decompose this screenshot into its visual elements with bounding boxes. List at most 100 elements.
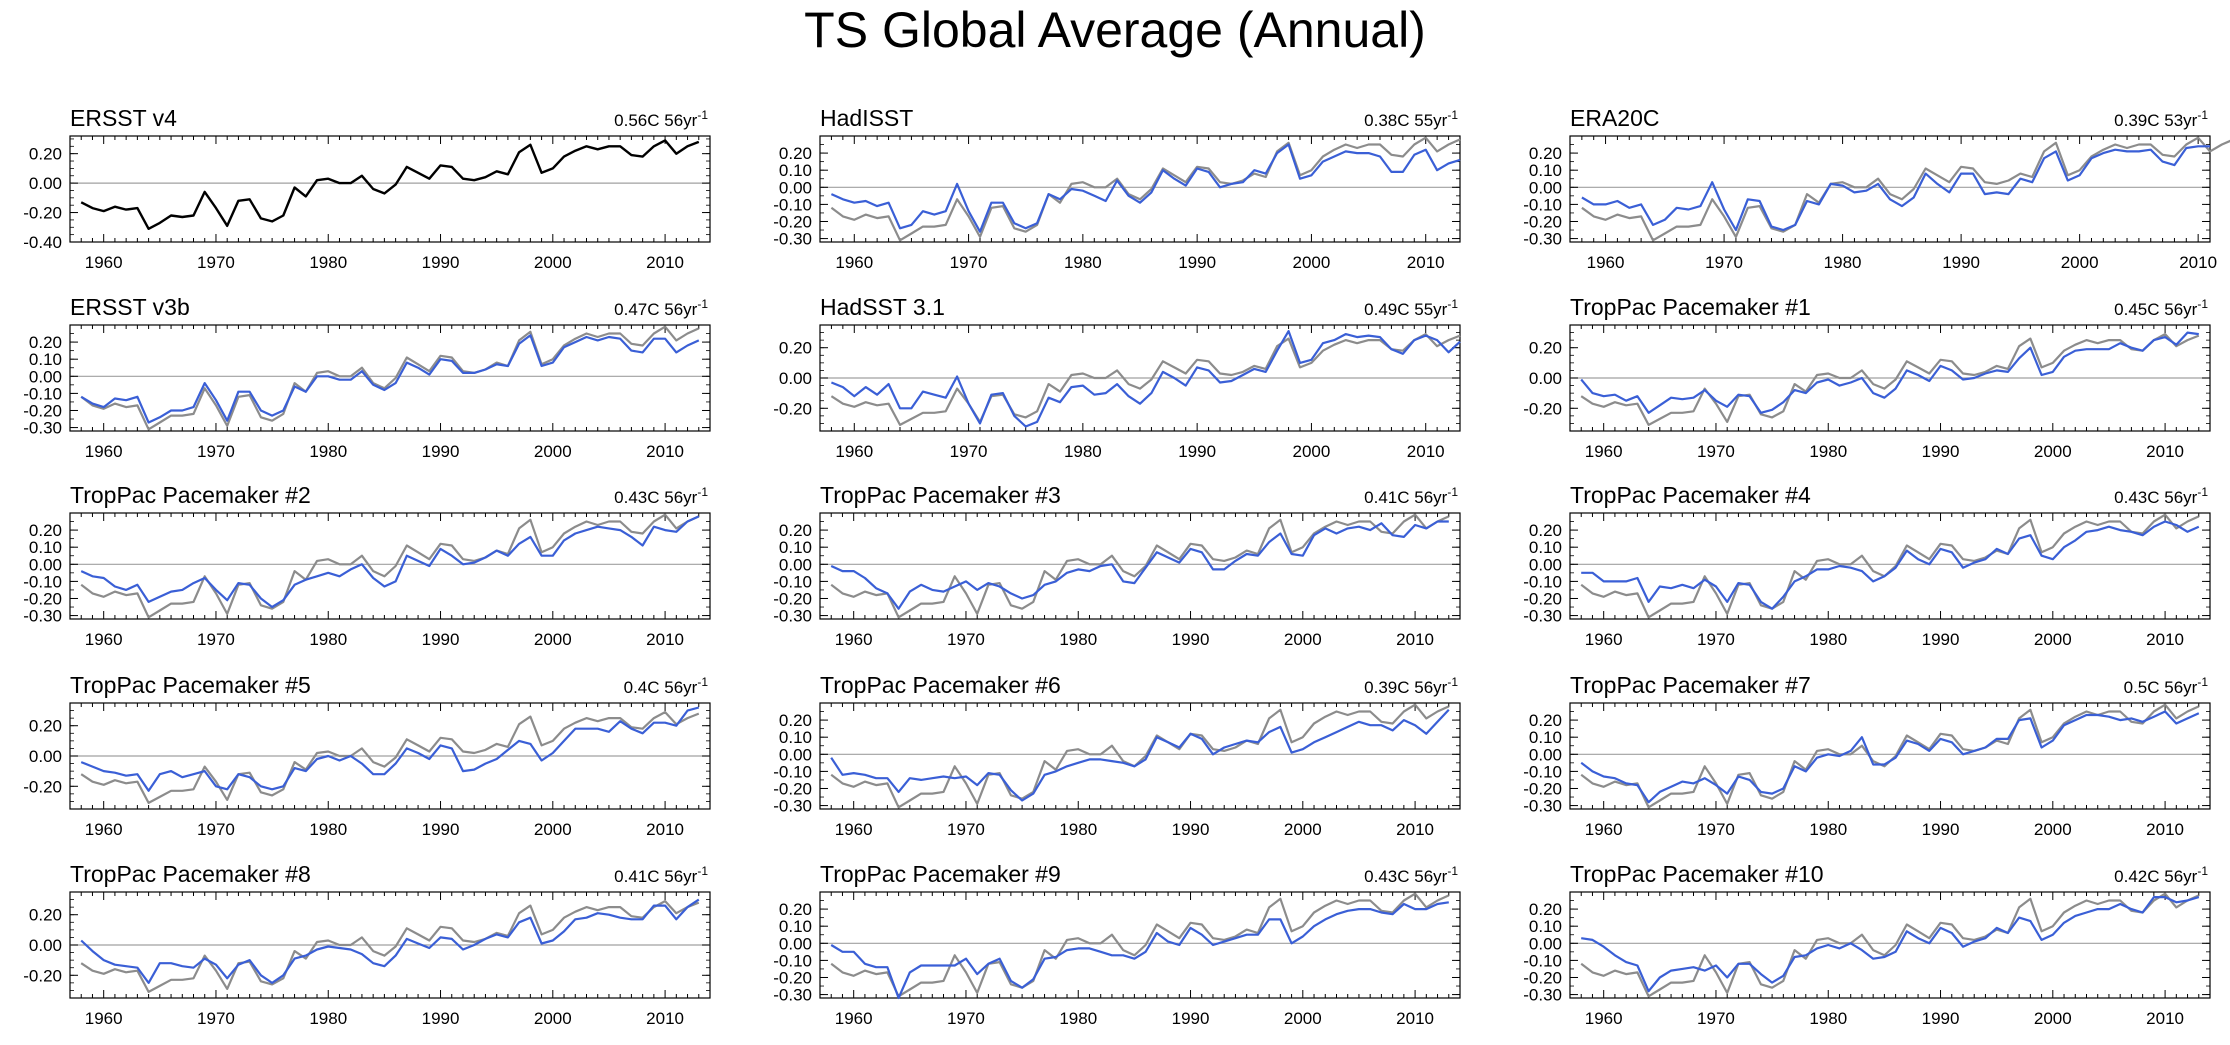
x-tick-label: 2000 — [2034, 442, 2072, 461]
panel-title: TropPac Pacemaker #1 — [1570, 294, 1811, 320]
x-tick-label: 1960 — [1585, 630, 1623, 649]
y-tick-label: 0.20 — [779, 144, 812, 163]
y-tick-label: -0.10 — [1523, 951, 1562, 970]
x-tick-label: 2000 — [2034, 820, 2072, 839]
x-tick-label: 1990 — [422, 1009, 460, 1028]
series-line-model — [80, 515, 700, 609]
y-tick-label: 0.00 — [1529, 934, 1562, 953]
y-tick-label: -0.20 — [1523, 212, 1562, 231]
y-tick-label: 0.20 — [779, 900, 812, 919]
y-tick-label: -0.20 — [773, 589, 812, 608]
x-tick-label: 2000 — [534, 253, 572, 272]
chart-panel-3: ERA20C 0.39C 53yr-1 1960 1970 1980 1990 2000 20… — [1523, 105, 2230, 272]
y-tick-label: -0.10 — [773, 195, 812, 214]
y-tick-label: 0.10 — [29, 538, 62, 557]
chart-panel-15: TropPac Pacemaker #10 0.42C 56yr-1 1960 197… — [1523, 861, 2211, 1028]
series-line-model — [830, 901, 1449, 1000]
y-tick-label: -0.20 — [773, 212, 812, 231]
y-tick-label: -0.30 — [1523, 986, 1562, 1005]
chart-panel-11: TropPac Pacemaker #6 0.39C 56yr-1 1960 1970… — [773, 672, 1461, 839]
trend-label: 0.47C 56yr-1 — [614, 297, 708, 319]
y-tick-label: -0.30 — [1523, 607, 1562, 626]
panel-title: TropPac Pacemaker #9 — [820, 861, 1061, 887]
panel-title: TropPac Pacemaker #10 — [1570, 861, 1824, 887]
series-line-model — [830, 520, 1449, 610]
y-tick-label: 0.20 — [29, 717, 62, 736]
x-tick-label: 1970 — [1697, 1009, 1735, 1028]
y-tick-label: 0.10 — [779, 728, 812, 747]
y-tick-label: 0.20 — [1529, 521, 1562, 540]
panel-title: TropPac Pacemaker #8 — [70, 861, 311, 887]
x-tick-label: 1990 — [1178, 442, 1216, 461]
series-line-reference — [830, 136, 1461, 242]
chart-panel-9: TropPac Pacemaker #4 0.43C 56yr-1 1960 1970… — [1523, 482, 2211, 649]
series-line-model — [1580, 331, 2199, 414]
y-tick-label: -0.10 — [1523, 762, 1562, 781]
trend-label: 0.39C 53yr-1 — [2114, 108, 2208, 130]
y-tick-label: -0.20 — [773, 779, 812, 798]
y-tick-label: -0.20 — [23, 401, 62, 420]
y-tick-label: -0.30 — [1523, 797, 1562, 816]
y-tick-label: -0.20 — [1523, 399, 1562, 418]
y-tick-label: 0.20 — [779, 339, 812, 358]
plot-frame — [819, 135, 1461, 243]
x-tick-label: 2000 — [2034, 630, 2072, 649]
x-tick-label: 1970 — [197, 253, 235, 272]
x-tick-label: 1980 — [1809, 1009, 1847, 1028]
y-tick-label: 0.00 — [29, 174, 62, 193]
trend-label: 0.45C 56yr-1 — [2114, 297, 2208, 319]
series-line-reference — [1580, 513, 2200, 619]
x-tick-label: 1960 — [85, 630, 123, 649]
plot-frame — [1569, 512, 2211, 620]
x-tick-label: 1970 — [197, 820, 235, 839]
x-tick-label: 1990 — [1922, 442, 1960, 461]
x-tick-label: 2010 — [646, 442, 684, 461]
x-tick-label: 2000 — [2061, 253, 2099, 272]
trend-label: 0.43C 56yr-1 — [2114, 485, 2208, 507]
x-tick-label: 1990 — [1922, 820, 1960, 839]
panel-title: HadSST 3.1 — [820, 294, 945, 320]
chart-panel-1: ERSST v4 0.56C 56yr-1 1960 1970 1980 1990 2000… — [23, 105, 711, 272]
x-tick-label: 1970 — [1705, 253, 1743, 272]
series-line-reference — [1580, 892, 2200, 998]
plot-frame — [1569, 135, 2211, 243]
series-line-reference — [830, 513, 1450, 619]
x-tick-label: 1960 — [835, 820, 873, 839]
y-tick-label: -0.20 — [23, 966, 62, 985]
x-tick-label: 1980 — [1064, 442, 1102, 461]
x-tick-label: 1990 — [1922, 1009, 1960, 1028]
x-tick-label: 1960 — [1585, 442, 1623, 461]
y-tick-label: 0.00 — [779, 934, 812, 953]
y-tick-label: 0.10 — [779, 917, 812, 936]
series-line-model — [1581, 520, 2200, 610]
y-tick-label: -0.30 — [23, 419, 62, 438]
x-tick-label: 2000 — [1284, 820, 1322, 839]
x-tick-label: 1960 — [1585, 1009, 1623, 1028]
x-tick-label: 1990 — [1178, 253, 1216, 272]
x-tick-label: 1980 — [1824, 253, 1862, 272]
x-tick-label: 2000 — [534, 820, 572, 839]
x-tick-label: 2010 — [646, 253, 684, 272]
y-tick-label: 0.10 — [29, 350, 62, 369]
y-tick-label: 0.00 — [29, 367, 62, 386]
x-tick-label: 1960 — [85, 442, 123, 461]
panel-title: TropPac Pacemaker #6 — [820, 672, 1061, 698]
series-line-model — [830, 143, 1461, 233]
series-line-reference — [1580, 333, 2200, 426]
x-tick-label: 1960 — [85, 1009, 123, 1028]
x-tick-label: 2010 — [646, 820, 684, 839]
x-tick-label: 1970 — [1697, 442, 1735, 461]
trend-label: 0.49C 55yr-1 — [1364, 297, 1458, 319]
x-tick-label: 1960 — [1587, 253, 1625, 272]
x-tick-label: 1970 — [950, 442, 988, 461]
series-line-model — [80, 898, 700, 985]
x-tick-label: 1980 — [1064, 253, 1102, 272]
panel-title: TropPac Pacemaker #2 — [70, 482, 311, 508]
x-tick-label: 2010 — [2146, 630, 2184, 649]
trend-label: 0.5C 56yr-1 — [2124, 675, 2209, 697]
trend-label: 0.39C 56yr-1 — [1364, 675, 1458, 697]
series-line-model — [1581, 895, 2200, 993]
trend-label: 0.38C 55yr-1 — [1364, 108, 1458, 130]
x-tick-label: 1970 — [947, 630, 985, 649]
